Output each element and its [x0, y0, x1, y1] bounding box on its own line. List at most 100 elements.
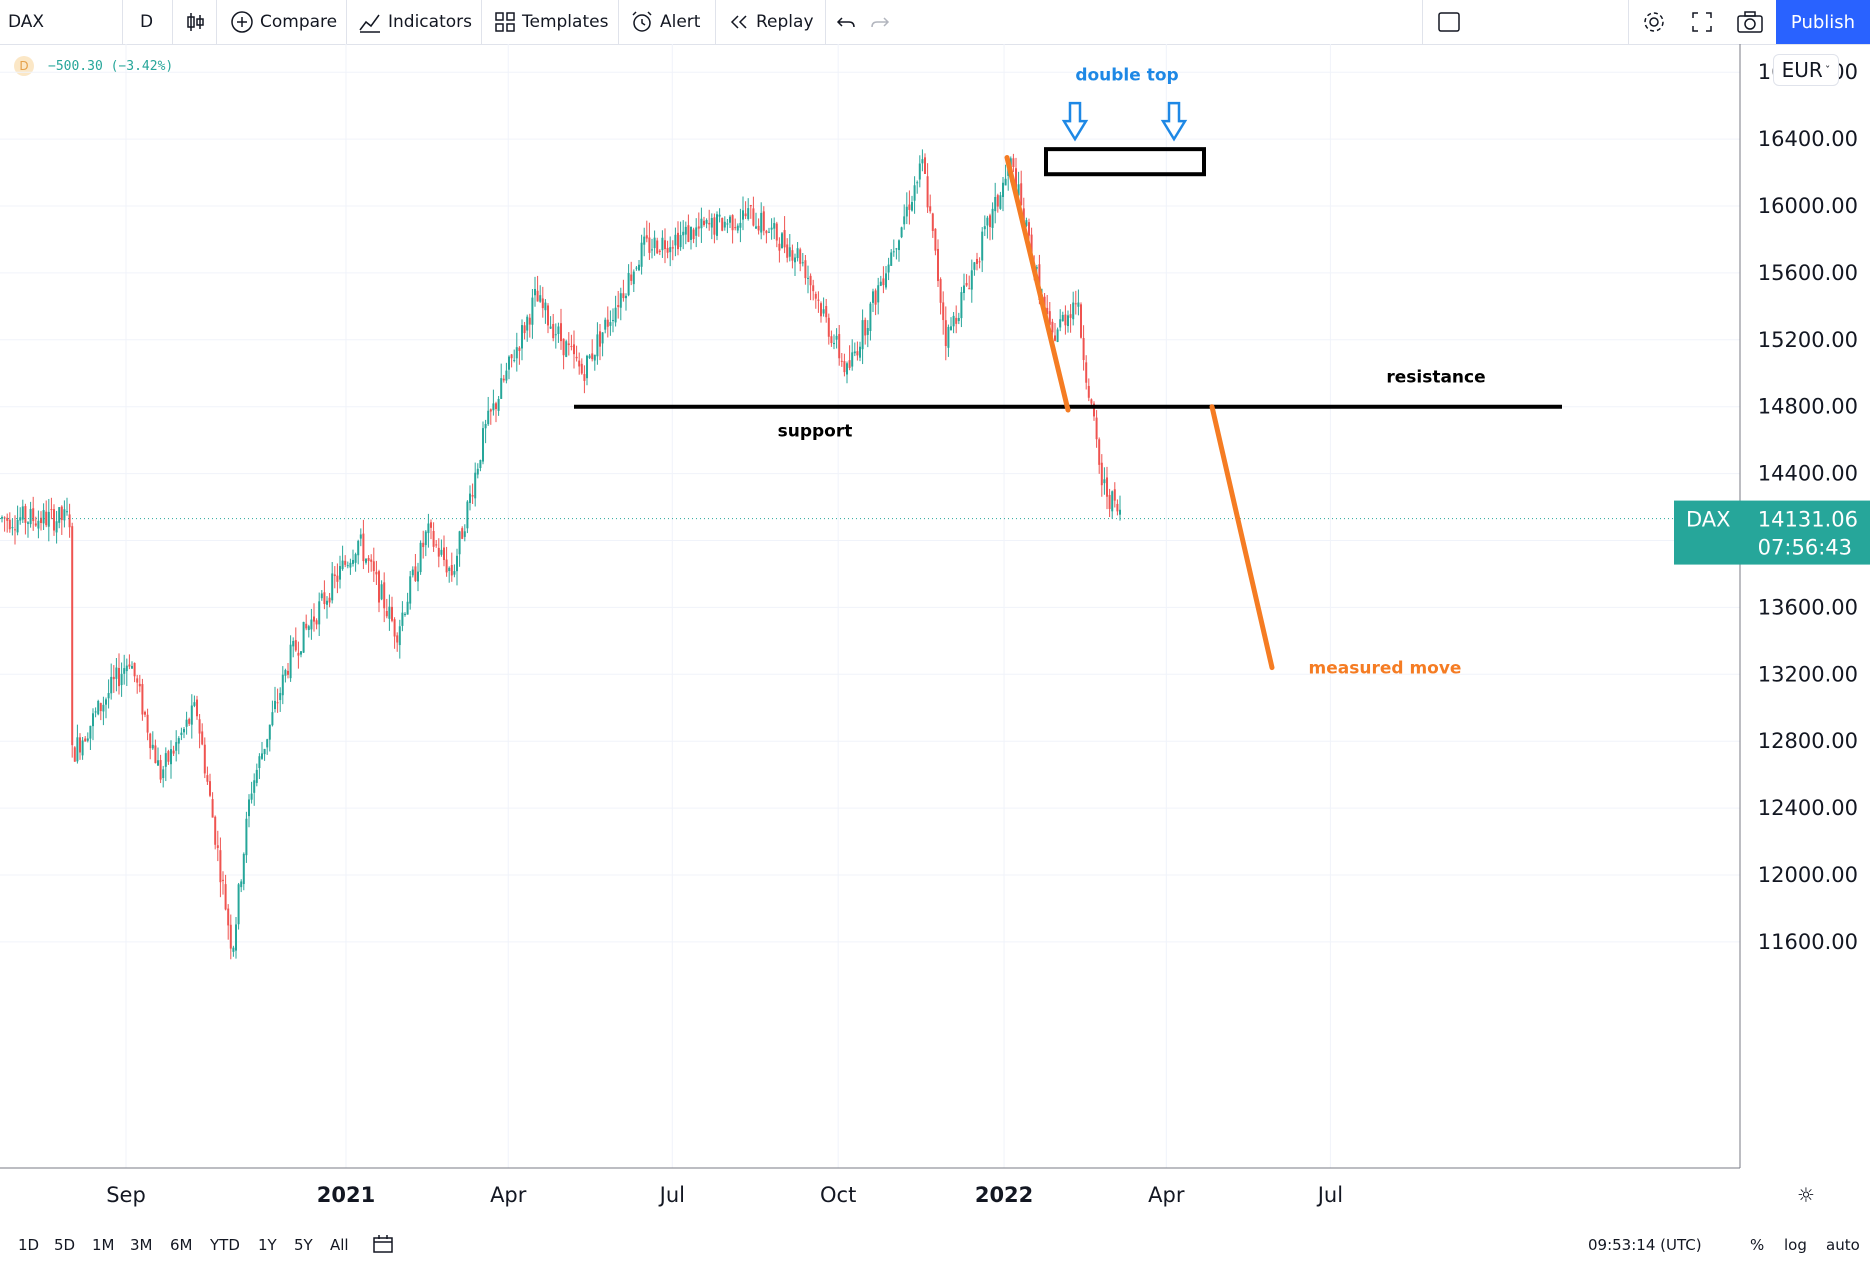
candle-body: [723, 221, 726, 228]
candle-body: [149, 733, 152, 749]
candle-body: [258, 756, 261, 769]
candle-body: [523, 325, 526, 334]
candle-body: [185, 719, 188, 727]
candle-body: [45, 511, 48, 526]
snapshot-button[interactable]: [1736, 0, 1770, 44]
pattern-height-line: [1004, 154, 1071, 413]
candle-body: [952, 315, 955, 327]
settings-button[interactable]: [1641, 0, 1673, 44]
percent-toggle[interactable]: %: [1750, 1236, 1765, 1254]
candle-body: [76, 737, 79, 762]
auto-toggle[interactable]: auto: [1826, 1236, 1860, 1254]
candle-body: [1056, 329, 1059, 342]
toolbar-divider: [1422, 0, 1423, 44]
candle-body: [716, 214, 718, 236]
candle-body: [448, 567, 451, 572]
log-toggle[interactable]: log: [1784, 1236, 1807, 1254]
candle-body: [786, 244, 789, 258]
candle-body: [427, 523, 430, 534]
clock-readout[interactable]: 09:53:14 (UTC): [1588, 1236, 1702, 1254]
candle-body: [718, 214, 721, 217]
candle-body: [167, 751, 170, 762]
date-range-button[interactable]: [372, 1234, 394, 1258]
candle-body: [762, 211, 765, 231]
double-top-box: [1044, 147, 1206, 177]
time-tick: 2022: [975, 1183, 1033, 1207]
candle-body: [586, 355, 588, 379]
layout-button[interactable]: [1437, 0, 1467, 44]
candle-body: [853, 351, 856, 354]
range-1y-button[interactable]: 1Y: [258, 1236, 277, 1254]
candle-body: [352, 559, 354, 564]
price-tick: 12800.00: [1758, 729, 1858, 753]
chart-type-button[interactable]: [184, 0, 212, 44]
candle-body: [1028, 222, 1030, 236]
candle-body: [580, 363, 583, 374]
candle-body: [63, 509, 66, 521]
toolbar-divider: [825, 0, 826, 44]
publish-button[interactable]: Publish: [1776, 0, 1870, 44]
candle-body: [79, 737, 81, 753]
redo-button[interactable]: [870, 0, 896, 44]
price-tick: 11600.00: [1758, 930, 1858, 954]
interval-button[interactable]: D: [140, 0, 153, 44]
templates-button[interactable]: Templates: [494, 0, 608, 44]
candle-body: [653, 237, 656, 249]
fullscreen-button[interactable]: [1690, 0, 1720, 44]
range-5d-button[interactable]: 5D: [54, 1236, 76, 1254]
time-tick: 2021: [317, 1183, 375, 1207]
symbol-search[interactable]: DAX: [8, 0, 44, 44]
candle-body: [227, 908, 230, 926]
candle-body: [573, 344, 575, 355]
candle-body: [190, 705, 193, 725]
time-tick: Apr: [490, 1183, 527, 1207]
last-price-symbol: DAX: [1686, 508, 1731, 532]
range-6m-button[interactable]: 6M: [170, 1236, 193, 1254]
undo-button[interactable]: [836, 0, 862, 44]
candle-body: [287, 670, 289, 675]
double-top-label: double top: [1075, 66, 1178, 86]
interval-badge: D: [14, 56, 34, 76]
candle-body: [710, 218, 713, 228]
indicators-button[interactable]: Indicators: [358, 0, 472, 44]
candle-body: [354, 554, 357, 563]
candle-body: [385, 610, 388, 617]
candle-body: [619, 293, 622, 308]
candle-body: [986, 217, 989, 226]
candle-body: [466, 501, 469, 529]
redo-icon: [871, 17, 890, 28]
compare-button[interactable]: Compare: [230, 0, 337, 44]
currency-button[interactable]: EUR ˇ: [1773, 54, 1839, 86]
candle-body: [206, 775, 209, 782]
price-chart[interactable]: 11600.00 12000.00 12400.00 12800.00 13200.00…: [0, 44, 1870, 1264]
range-1d-button[interactable]: 1D: [18, 1236, 40, 1254]
candle-body: [703, 220, 705, 226]
axis-settings-icon[interactable]: ☼: [1797, 1183, 1815, 1207]
support-label: support: [778, 422, 853, 442]
range-1m-button[interactable]: 1M: [92, 1236, 115, 1254]
range-ytd-button[interactable]: YTD: [210, 1236, 240, 1254]
candle-body: [463, 531, 466, 537]
alert-button[interactable]: Alert: [630, 0, 700, 44]
candle-body: [539, 295, 542, 302]
range-all-button[interactable]: All: [330, 1236, 349, 1254]
replay-button[interactable]: Replay: [728, 0, 814, 44]
down-arrow-icon: [1160, 101, 1188, 142]
candle-body: [47, 511, 50, 527]
candle-body: [903, 216, 906, 225]
candle-body: [913, 185, 916, 201]
range-3m-button[interactable]: 3M: [130, 1236, 153, 1254]
candle-body: [721, 217, 724, 231]
candle-body: [414, 566, 417, 581]
candle-body: [612, 319, 614, 321]
candle-body: [625, 295, 627, 299]
candle-body: [107, 693, 110, 699]
candle-body: [222, 879, 224, 881]
range-5y-button[interactable]: 5Y: [294, 1236, 313, 1254]
candle-body: [276, 702, 279, 704]
candle-body: [596, 334, 599, 357]
candle-body: [440, 549, 443, 555]
drawings: DAX 14131.06 07:56:43 support resistance doub…: [574, 66, 1870, 679]
candle-body: [1022, 208, 1025, 225]
candle-body: [11, 527, 14, 529]
